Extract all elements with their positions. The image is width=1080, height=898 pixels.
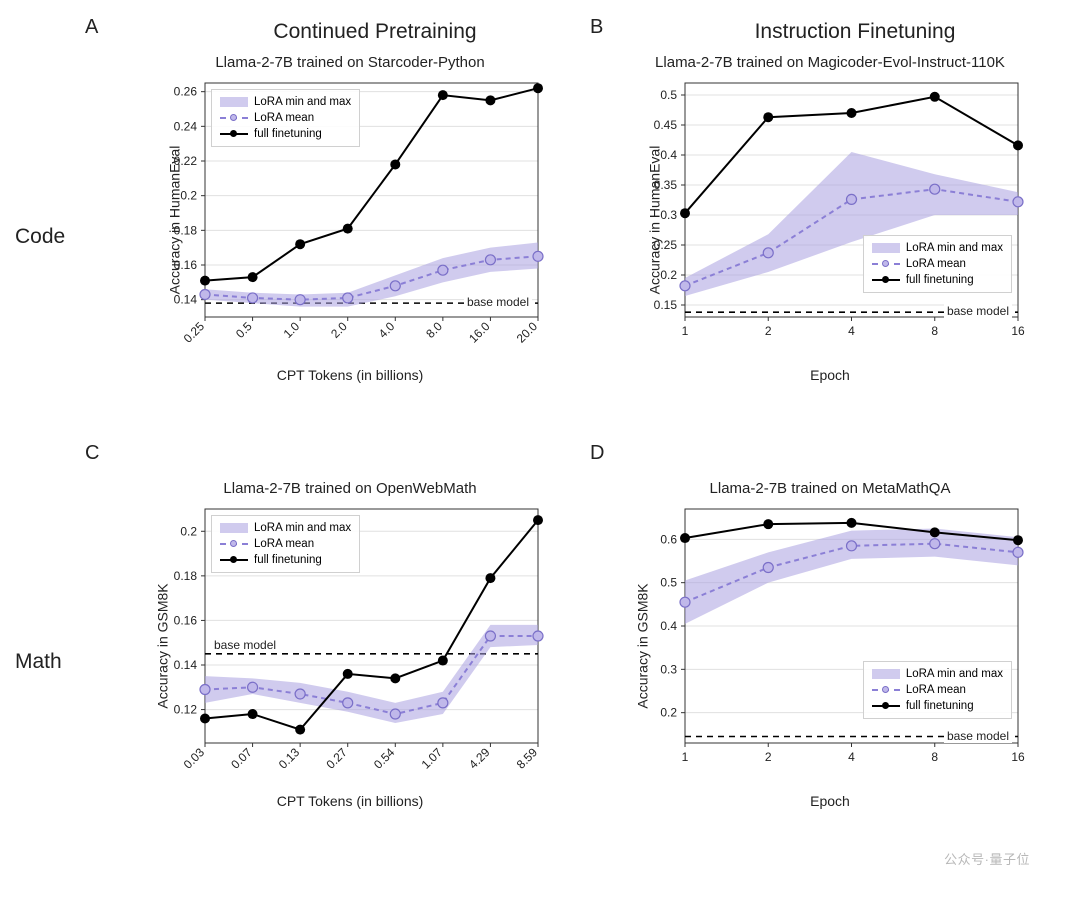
panel-c: Llama-2-7B trained on OpenWebMath Accura… [150,480,550,809]
svg-text:2: 2 [765,750,772,764]
svg-text:0.18: 0.18 [174,569,198,583]
legend-item-band: LoRA min and max [872,240,1003,256]
svg-text:0.14: 0.14 [174,293,198,307]
y-axis-label: Accuracy in HumanEval [166,146,182,295]
panel-a: Llama-2-7B trained on Starcoder-Python A… [150,54,550,383]
x-axis-label: Epoch [630,793,1030,809]
legend-item-full: full finetuning [220,126,351,142]
x-axis-label: CPT Tokens (in billions) [150,367,550,383]
col-title-right: Instruction Finetuning [640,20,1070,44]
svg-text:4: 4 [848,324,855,338]
svg-text:1.07: 1.07 [419,745,446,772]
legend-item-band: LoRA min and max [220,94,351,110]
legend: LoRA min and max LoRA mean full finetuni… [211,89,360,147]
legend-item-full: full finetuning [872,272,1003,288]
legend-item-mean: LoRA mean [220,536,351,552]
panel-letter-c: C [85,442,99,465]
svg-text:0.07: 0.07 [228,745,255,772]
legend-item-full: full finetuning [220,552,351,568]
svg-text:0.24: 0.24 [174,119,198,133]
svg-text:16: 16 [1011,324,1025,338]
svg-text:0.2: 0.2 [180,524,197,538]
watermark: 公众号·量子位 [944,849,1030,868]
legend-item-mean: LoRA mean [872,682,1003,698]
svg-text:0.5: 0.5 [660,576,677,590]
svg-text:0.5: 0.5 [660,88,677,102]
legend-item-band: LoRA min and max [220,520,351,536]
panel-subtitle: Llama-2-7B trained on Starcoder-Python [150,54,550,71]
svg-text:0.2: 0.2 [180,189,197,203]
legend-item-mean: LoRA mean [872,256,1003,272]
panel-letter-d: D [590,442,604,465]
chart-area: Accuracy in HumanEval 0.150.20.250.30.35… [630,75,1030,365]
x-axis-label: CPT Tokens (in billions) [150,793,550,809]
panel-subtitle: Llama-2-7B trained on OpenWebMath [150,480,550,497]
y-axis-label: Accuracy in GSM8K [635,583,651,708]
legend: LoRA min and max LoRA mean full finetuni… [863,661,1012,719]
svg-text:0.3: 0.3 [660,208,677,222]
svg-text:8.59: 8.59 [514,745,541,772]
svg-text:0.45: 0.45 [654,118,678,132]
svg-text:16: 16 [1011,750,1025,764]
legend: LoRA min and max LoRA mean full finetuni… [863,235,1012,293]
chart-area: Accuracy in HumanEval 0.140.160.180.20.2… [150,75,550,365]
svg-text:0.12: 0.12 [174,703,198,717]
row-title-math: Math [15,650,75,674]
row-title-code: Code [15,225,75,249]
svg-text:0.27: 0.27 [323,745,350,772]
svg-text:0.14: 0.14 [174,658,198,672]
baseline-label: base model [944,729,1012,743]
svg-text:20.0: 20.0 [514,319,541,346]
svg-text:0.3: 0.3 [660,662,677,676]
svg-text:2.0: 2.0 [328,319,350,341]
baseline-label: base model [944,304,1012,318]
legend-item-band: LoRA min and max [872,666,1003,682]
panel-b: Llama-2-7B trained on Magicoder-Evol-Ins… [630,54,1030,383]
svg-text:0.5: 0.5 [233,319,255,341]
y-axis-label: Accuracy in HumanEval [646,146,662,295]
legend-item-full: full finetuning [872,698,1003,714]
svg-text:8.0: 8.0 [423,319,445,341]
svg-text:0.26: 0.26 [174,85,198,99]
col-title-left: Continued Pretraining [160,20,590,44]
chart-area: Accuracy in GSM8K 0.12 0.14 0.16 0.18 0.2 0.0… [150,501,550,791]
svg-text:0.4: 0.4 [660,148,677,162]
svg-text:4.29: 4.29 [466,745,493,772]
svg-text:0.2: 0.2 [660,268,677,282]
baseline-label: base model [211,638,279,652]
baseline-label: base model [464,295,532,309]
svg-text:8: 8 [931,324,938,338]
svg-text:0.6: 0.6 [660,532,677,546]
svg-text:0.4: 0.4 [660,619,677,633]
svg-text:0.15: 0.15 [654,298,678,312]
svg-text:16.0: 16.0 [466,319,493,346]
svg-text:4: 4 [848,750,855,764]
svg-text:1.0: 1.0 [281,319,303,341]
svg-text:4.0: 4.0 [376,319,398,341]
svg-text:0.54: 0.54 [371,745,398,772]
svg-text:1: 1 [682,324,689,338]
svg-text:0.16: 0.16 [174,613,198,627]
svg-text:0.13: 0.13 [276,745,303,772]
svg-text:1: 1 [682,750,689,764]
svg-text:8: 8 [931,750,938,764]
chart-svg: 0.2 0.3 0.4 0.5 0.6 1 2 4 8 16 [630,501,1030,791]
svg-text:0.2: 0.2 [660,706,677,720]
svg-text:0.03: 0.03 [181,745,208,772]
panel-subtitle: Llama-2-7B trained on MetaMathQA [630,480,1030,497]
svg-text:0.25: 0.25 [181,319,208,346]
panel-subtitle: Llama-2-7B trained on Magicoder-Evol-Ins… [630,54,1030,71]
panel-letter-b: B [590,16,603,39]
legend: LoRA min and max LoRA mean full finetuni… [211,515,360,573]
panel-letter-a: A [85,16,98,39]
panel-d: Llama-2-7B trained on MetaMathQA Accurac… [630,480,1030,809]
svg-text:2: 2 [765,324,772,338]
y-axis-label: Accuracy in GSM8K [155,583,171,708]
legend-item-mean: LoRA mean [220,110,351,126]
chart-area: Accuracy in GSM8K 0.20.30.40.50.6124816 … [630,501,1030,791]
chart-svg: 0.150.20.250.30.350.40.450.5124816 [630,75,1030,365]
figure: A B C D Continued Pretraining Instructio… [30,10,1050,880]
x-axis-label: Epoch [630,367,1030,383]
